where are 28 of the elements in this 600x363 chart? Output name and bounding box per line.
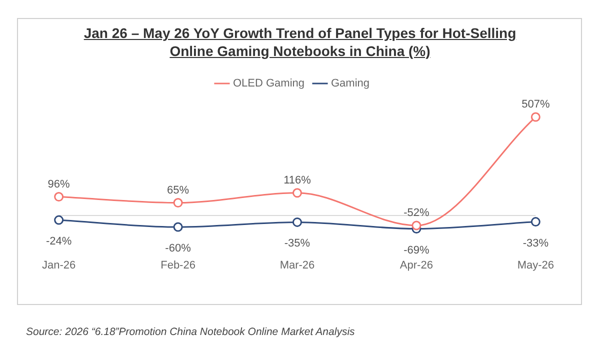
data-label: -24% — [46, 236, 72, 248]
x-tick-label: Feb-26 — [160, 259, 196, 272]
point — [54, 192, 64, 202]
chart-title: Jan 26 – May 26 YoY Growth Trend of Panel Types for Hot-Selling Online Gaming Notebooks in China (%) — [82, 24, 518, 60]
point — [292, 188, 302, 198]
legend-label: Gaming — [331, 78, 370, 90]
point — [530, 112, 540, 122]
data-label: 507% — [522, 98, 550, 111]
data-label: -52% — [404, 207, 430, 220]
x-tick-label: Mar-26 — [280, 259, 315, 272]
legend-label: OLED Gaming — [232, 78, 305, 90]
point — [292, 217, 302, 227]
data-label: 116% — [284, 174, 312, 186]
data-label: -60% — [165, 242, 192, 255]
x-tick-label: Apr-26 — [400, 259, 433, 272]
data-label: -69% — [404, 244, 430, 256]
x-tick-label: Jan-26 — [42, 259, 76, 272]
point — [412, 220, 422, 230]
point — [173, 222, 183, 232]
data-label: -33% — [522, 237, 549, 250]
data-label: 96% — [48, 178, 70, 190]
data-label: 65% — [167, 184, 190, 196]
point — [530, 217, 540, 227]
point — [54, 215, 64, 225]
point — [173, 198, 183, 208]
x-tick-label: May-26 — [517, 259, 554, 272]
source-note: Source: 2026 “6.18”Promotion China Notebook Online Market Analysis — [26, 326, 355, 338]
data-label: -35% — [284, 238, 310, 250]
